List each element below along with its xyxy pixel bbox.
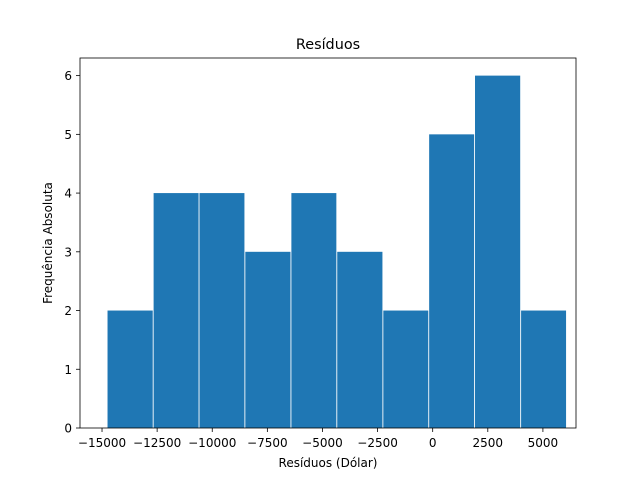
- x-tick-label: 0: [429, 436, 437, 450]
- y-axis-label: Frequência Absoluta: [41, 182, 55, 304]
- y-tick-label: 4: [64, 187, 72, 201]
- bar-9: [475, 75, 521, 429]
- bar-5: [291, 193, 337, 428]
- y-tick-label: 5: [64, 128, 72, 142]
- plot-frame: [79, 57, 577, 429]
- bar-3: [199, 193, 245, 428]
- x-tick-label: −12500: [133, 436, 181, 450]
- x-tick-label: −15000: [78, 436, 126, 450]
- x-tick-label: −7500: [247, 436, 288, 450]
- x-tick-label: 5000: [528, 436, 559, 450]
- y-tick-label: 2: [64, 304, 72, 318]
- bar-10: [521, 310, 567, 428]
- bar-6: [337, 251, 383, 428]
- bar-4: [245, 251, 291, 428]
- x-axis-label: Resíduos (Dólar): [279, 456, 378, 470]
- x-tick-label: 2500: [473, 436, 504, 450]
- bar-2: [153, 193, 199, 428]
- bar-8: [429, 134, 475, 428]
- y-tick-label: 0: [64, 422, 72, 436]
- x-tick-label: −5000: [302, 436, 343, 450]
- x-axis-ticks: −15000 −12500 −10000 −7500 −5000 −2500 0 2500 50…: [78, 428, 558, 450]
- bar-7: [383, 310, 429, 428]
- bars: [107, 75, 567, 429]
- x-tick-label: −2500: [357, 436, 398, 450]
- x-tick-label: −10000: [188, 436, 236, 450]
- bar-1: [107, 310, 153, 428]
- y-tick-label: 3: [64, 245, 72, 259]
- y-axis-ticks: 0 1 2 3 4 5 6: [64, 69, 80, 436]
- y-tick-label: 6: [64, 69, 72, 83]
- y-tick-label: 1: [64, 363, 72, 377]
- chart-title: Resíduos: [296, 37, 360, 53]
